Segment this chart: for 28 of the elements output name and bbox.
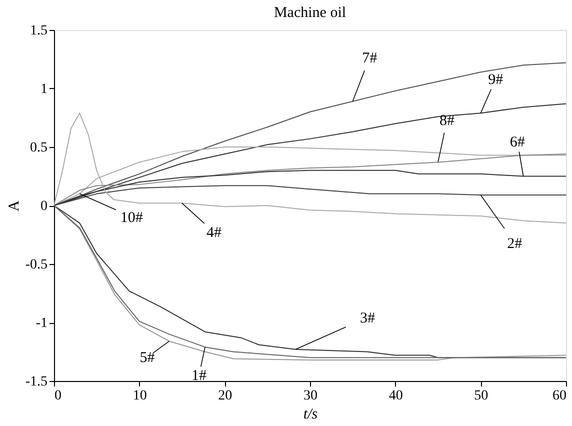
x-tick-label: 30 <box>304 388 318 404</box>
x-axis-title: t/s <box>303 406 318 422</box>
series-label: 4# <box>206 225 222 242</box>
y-axis-title: A <box>6 200 22 212</box>
x-tick-label: 60 <box>552 388 566 404</box>
y-tick-label: 1.5 <box>30 24 48 38</box>
y-tick-label: 0 <box>40 199 48 214</box>
x-tick-label: 20 <box>218 388 232 404</box>
y-tick-label: -0.5 <box>25 258 48 272</box>
y-tick-label: -1 <box>36 316 48 331</box>
series-label: 9# <box>488 72 504 88</box>
series-label: 6# <box>510 134 526 150</box>
y-tick-label: 1 <box>40 82 48 97</box>
series-label: 3# <box>360 310 376 326</box>
chart-title: Machine oil <box>274 5 346 21</box>
series-label: 7# <box>362 50 378 66</box>
x-tick-label: 0 <box>54 388 62 404</box>
text: 10# <box>120 210 144 226</box>
y-tick-label: 0.5 <box>30 140 48 156</box>
series-label: 5# <box>140 350 156 366</box>
series-label: 1# <box>192 368 208 384</box>
x-tick-label: 40 <box>388 388 403 404</box>
text: 8# <box>440 113 455 130</box>
text: 2# <box>507 236 523 252</box>
x-tick-label: 50 <box>474 388 488 404</box>
line-series <box>54 185 566 206</box>
y-tick-label: -1.5 <box>25 374 48 390</box>
x-tick-label: 10 <box>132 388 147 404</box>
